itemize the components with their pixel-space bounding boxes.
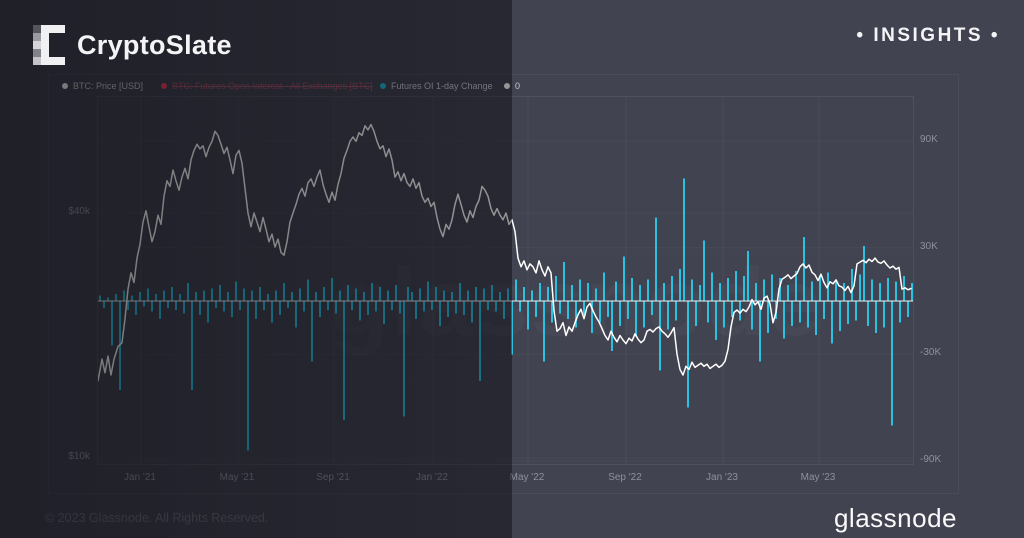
- legend-label: BTC: Futures Open Interest - All Exchang…: [172, 81, 373, 91]
- legend-item-0[interactable]: BTC: Price [USD]: [62, 81, 143, 91]
- y-left-tick: $40k: [68, 206, 90, 217]
- insights-label: • INSIGHTS •: [856, 25, 1000, 46]
- legend-dot-icon: [504, 83, 510, 89]
- legend-dot-icon: [161, 83, 167, 89]
- legend-label: 0: [515, 81, 521, 91]
- oi-change-bars: [99, 178, 913, 451]
- legend-label: Futures OI 1-day Change: [391, 81, 493, 91]
- x-axis-tick: Jan '23: [706, 472, 738, 483]
- btc-price-line: [98, 123, 912, 382]
- legend-item-3[interactable]: 0: [504, 81, 520, 91]
- x-axis-tick: Sep '22: [608, 472, 642, 483]
- chart-plot-area: [97, 96, 914, 465]
- legend-item-1[interactable]: BTC: Futures Open Interest - All Exchang…: [161, 81, 373, 91]
- x-axis-tick: May '21: [219, 472, 255, 483]
- glassnode-logo: glassnode: [833, 503, 957, 533]
- chart-canvas: [98, 97, 913, 464]
- y-right-tick: -90K: [920, 454, 942, 465]
- x-axis-tick: May '23: [800, 472, 836, 483]
- legend-item-2[interactable]: Futures OI 1-day Change: [380, 81, 493, 91]
- x-axis-tick: May '22: [509, 472, 545, 483]
- legend-label: BTC: Price [USD]: [73, 81, 144, 91]
- y-right-tick: 90K: [920, 134, 938, 145]
- cryptoslate-brand: CryptoSlate: [33, 25, 232, 65]
- legend-dot-icon: [380, 83, 386, 89]
- copyright-text: © 2023 Glassnode. All Rights Reserved.: [45, 511, 269, 525]
- x-axis-tick: Sep '21: [316, 472, 350, 483]
- y-right-tick: -30K: [920, 347, 942, 358]
- y-right-tick: 30K: [920, 241, 938, 252]
- cryptoslate-pixel-c-icon: [33, 25, 65, 65]
- y-left-tick: $10k: [68, 451, 90, 462]
- x-axis-tick: Jan '21: [124, 472, 156, 483]
- x-axis-tick: Jan '22: [416, 472, 448, 483]
- legend-dot-icon: [62, 83, 68, 89]
- site-name: CryptoSlate: [77, 29, 232, 60]
